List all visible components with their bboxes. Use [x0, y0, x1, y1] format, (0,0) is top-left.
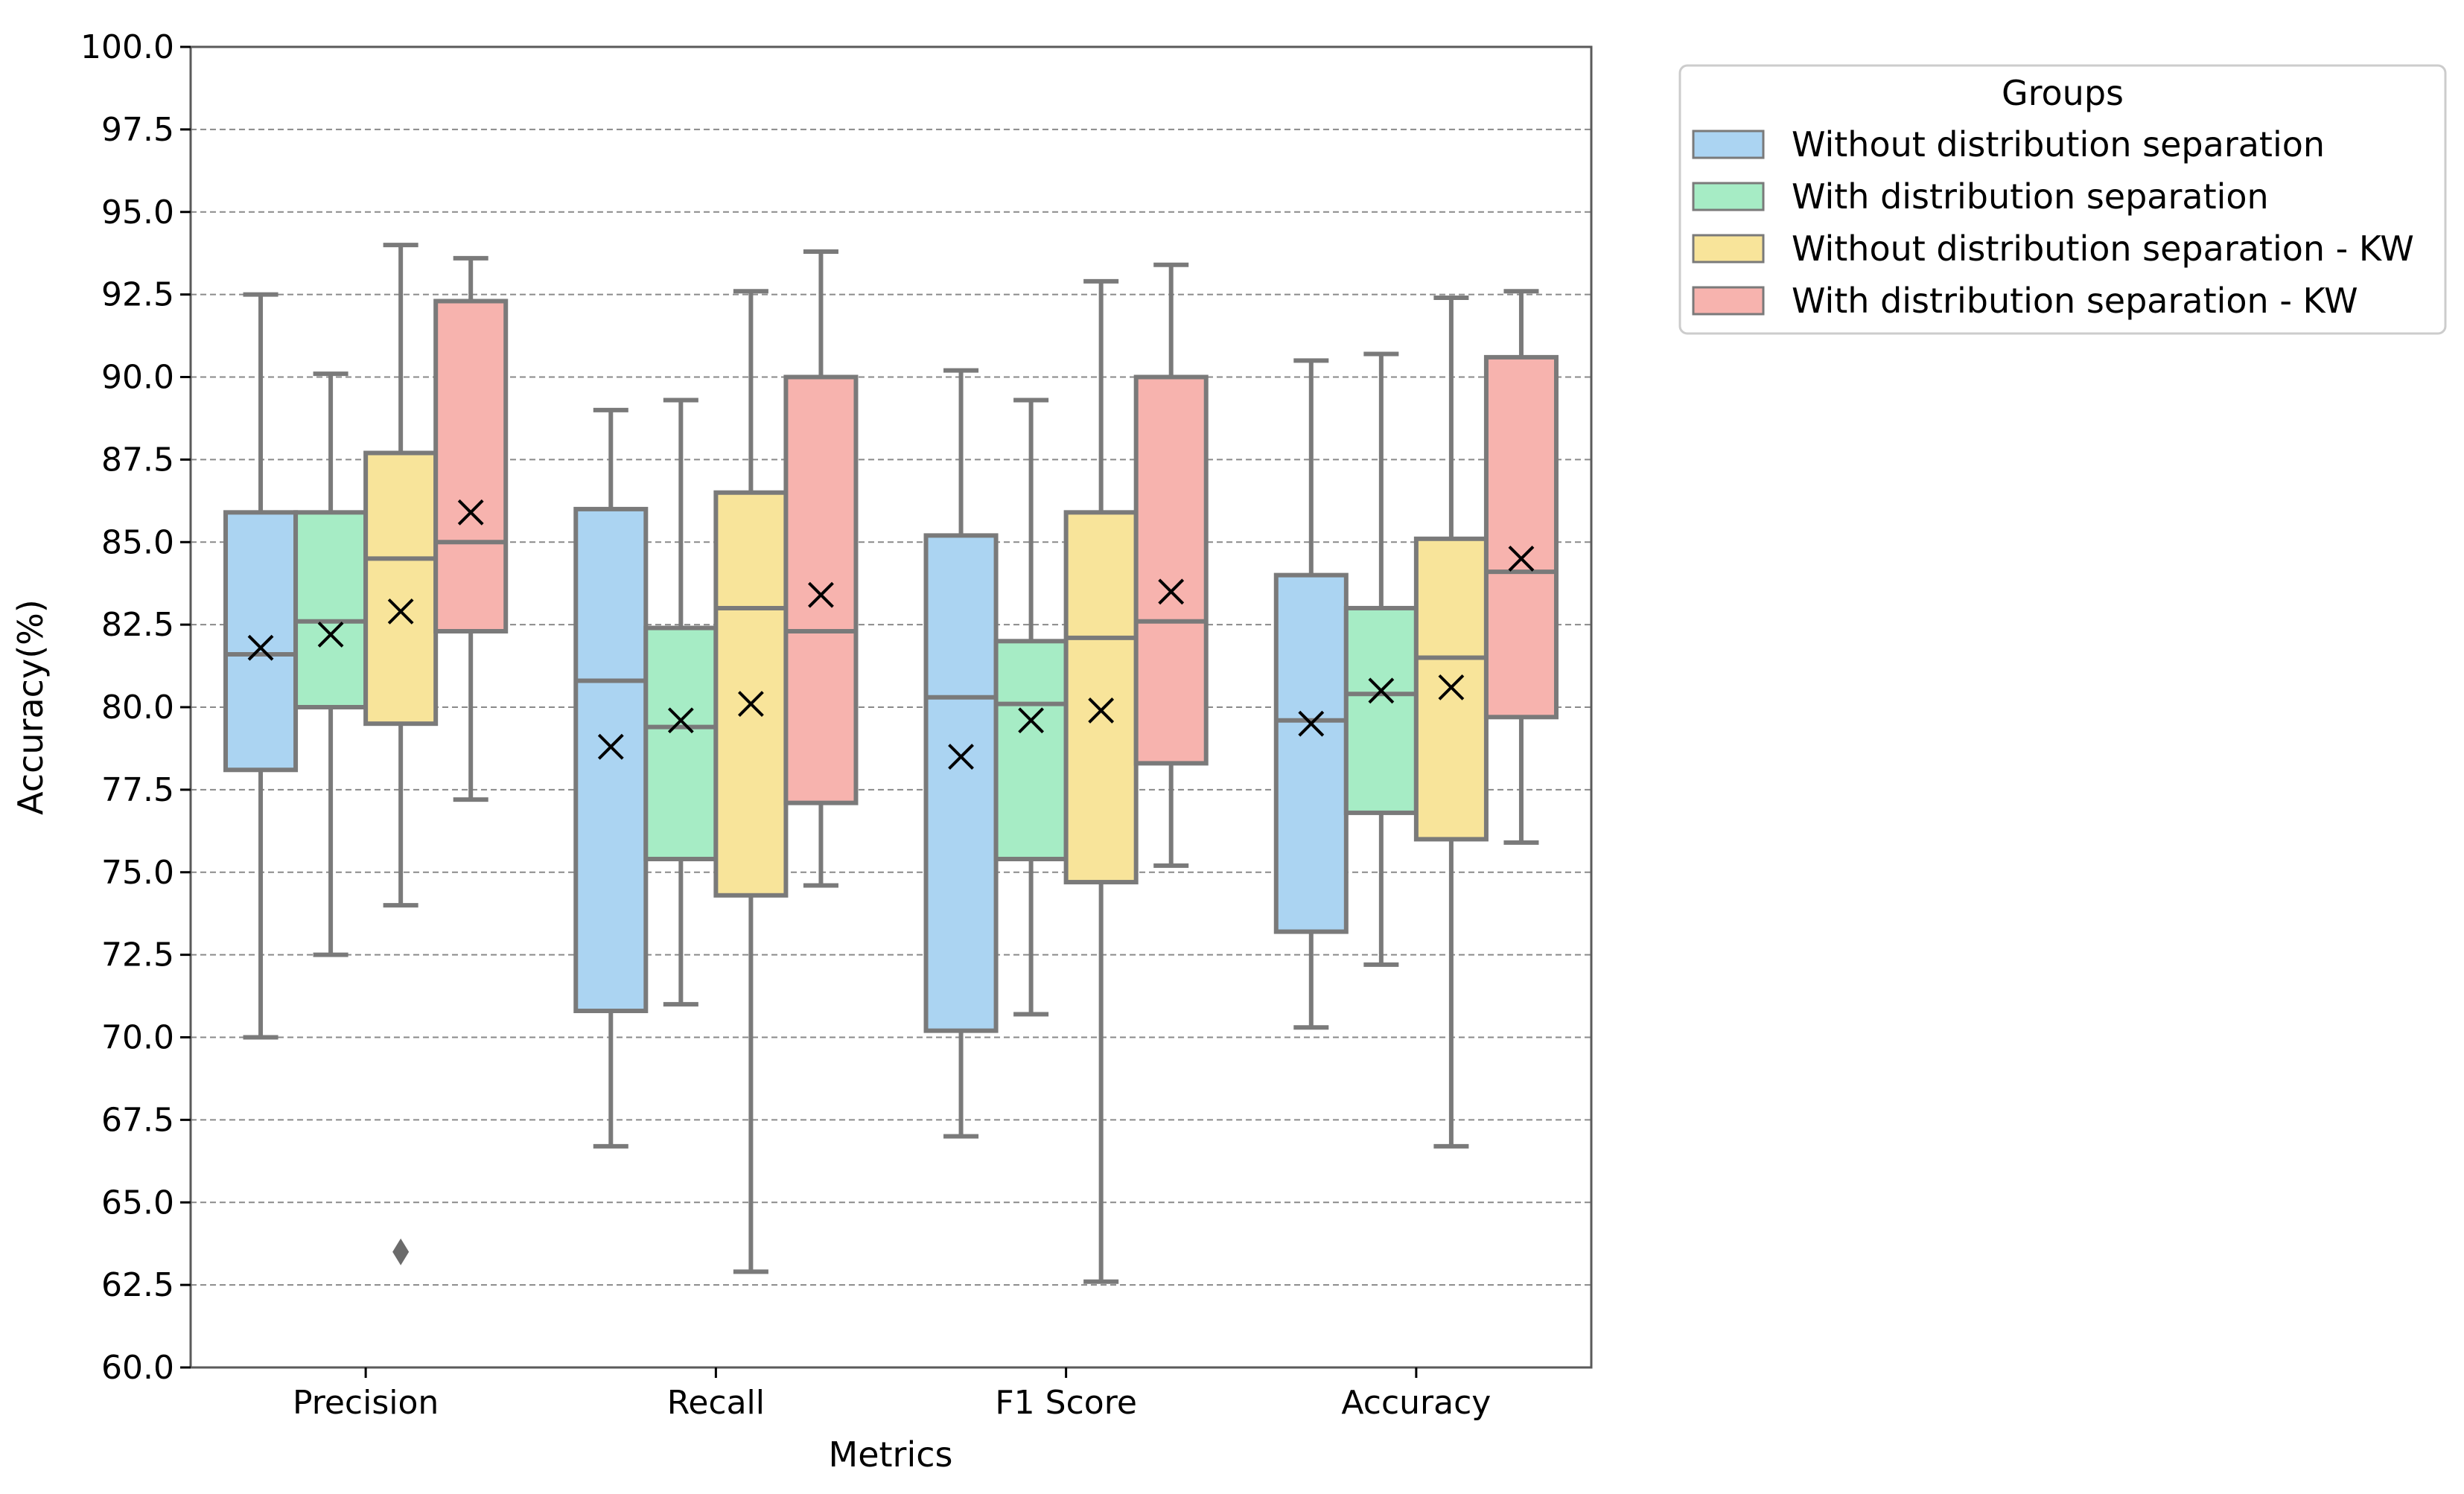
box — [573, 407, 649, 1149]
box-body — [223, 510, 299, 773]
mean-marker — [808, 581, 834, 608]
x-tick-label: Accuracy — [1341, 1384, 1491, 1422]
mean-marker — [1368, 677, 1395, 704]
y-tick-label: 72.5 — [101, 936, 174, 974]
mean-marker — [1158, 578, 1185, 605]
legend-title: Groups — [2002, 73, 2124, 113]
y-tick-label: 92.5 — [101, 276, 174, 314]
legend-swatch — [1692, 286, 1765, 316]
y-tick-label: 90.0 — [101, 359, 174, 397]
box — [783, 249, 859, 888]
x-tick-label: Precision — [293, 1384, 439, 1422]
mean-marker — [1088, 697, 1115, 724]
mean-marker — [597, 733, 624, 760]
axes: 60.0 62.5 65.0 67.5 70.0 72.5 75.0 77.5 80.0 82.5… — [80, 28, 1491, 1422]
legend: Groups Without distribution separation W… — [1678, 64, 2447, 335]
y-tick-label: 80.0 — [101, 689, 174, 727]
mean-marker — [457, 499, 484, 526]
box — [1413, 296, 1489, 1149]
box — [713, 289, 789, 1274]
box-body — [643, 625, 719, 862]
box — [993, 398, 1069, 1017]
box — [363, 243, 439, 1265]
box — [923, 368, 999, 1139]
mean-marker — [948, 744, 974, 770]
legend-entry: With distribution separation - KW — [1692, 281, 2358, 321]
box-body — [783, 374, 859, 805]
legend-swatch — [1692, 234, 1765, 264]
box — [223, 292, 299, 1040]
box — [643, 398, 719, 1007]
y-tick-label: 100.0 — [80, 28, 174, 66]
y-tick-label: 60.0 — [101, 1349, 174, 1387]
mean-marker — [1298, 710, 1325, 737]
legend-label: With distribution separation - KW — [1792, 281, 2358, 321]
box-body — [1343, 605, 1419, 815]
y-tick-label: 65.0 — [101, 1184, 174, 1222]
box — [1343, 351, 1419, 967]
y-tick-label: 67.5 — [101, 1101, 174, 1139]
box-plot-series — [223, 243, 1559, 1284]
mean-marker — [387, 598, 414, 625]
y-tick-label: 95.0 — [101, 194, 174, 232]
box-body — [1483, 354, 1559, 720]
box-body — [433, 299, 509, 633]
box — [1483, 289, 1559, 845]
mean-marker — [667, 707, 694, 734]
mean-marker — [1018, 707, 1045, 734]
y-tick-label: 82.5 — [101, 606, 174, 644]
mean-marker — [737, 691, 764, 717]
box-body — [573, 506, 649, 1014]
y-tick-label: 85.0 — [101, 523, 174, 561]
legend-label: Without distribution separation — [1792, 124, 2325, 165]
box-body — [363, 450, 439, 727]
box-body — [293, 510, 369, 710]
mean-marker — [1438, 674, 1465, 700]
x-tick-label: Recall — [667, 1384, 765, 1422]
legend-frame — [1678, 64, 2447, 335]
box-body — [923, 533, 999, 1033]
box — [1063, 278, 1139, 1284]
box-body — [713, 490, 789, 898]
mean-marker — [247, 634, 274, 661]
x-axis-title: Metrics — [829, 1434, 953, 1475]
outlier-point — [392, 1238, 410, 1265]
y-axis-title: Accuracy(%) — [10, 599, 51, 815]
box-body — [1063, 510, 1139, 885]
x-tick-label: F1 Score — [995, 1384, 1137, 1422]
y-tick-label: 75.0 — [101, 854, 174, 892]
box — [293, 371, 369, 957]
legend-label: Without distribution separation - KW — [1792, 229, 2414, 269]
legend-entry: Without distribution separation - KW — [1692, 229, 2414, 269]
mean-marker — [317, 622, 344, 648]
y-tick-label: 87.5 — [101, 441, 174, 479]
box-body — [1273, 572, 1349, 934]
y-tick-label: 62.5 — [101, 1266, 174, 1304]
legend-entry: With distribution separation — [1692, 176, 2269, 217]
y-tick-label: 77.5 — [101, 771, 174, 809]
y-tick-label: 70.0 — [101, 1019, 174, 1057]
box-body — [993, 639, 1069, 862]
legend-entry: Without distribution separation — [1692, 124, 2325, 165]
box — [433, 255, 509, 802]
box-body — [1133, 374, 1209, 766]
y-tick-label: 97.5 — [101, 111, 174, 149]
box — [1273, 358, 1349, 1030]
legend-swatch — [1692, 182, 1765, 211]
mean-marker — [1508, 546, 1535, 572]
legend-label: With distribution separation — [1792, 176, 2269, 217]
legend-swatch — [1692, 130, 1765, 159]
box — [1133, 262, 1209, 868]
